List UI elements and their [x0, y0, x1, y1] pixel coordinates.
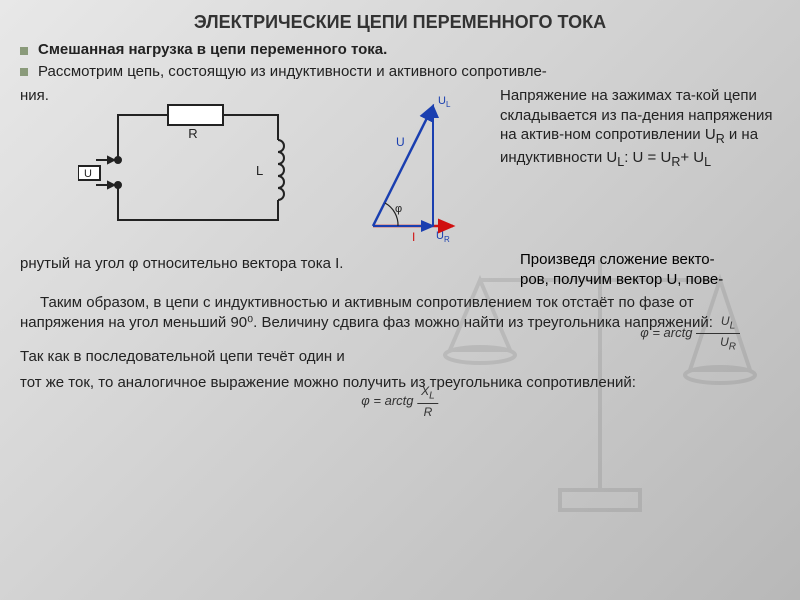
svg-text:U: U	[396, 135, 405, 149]
svg-text:UL: UL	[438, 95, 451, 109]
svg-text:φ: φ	[395, 203, 402, 215]
right-description: Напряжение на зажимах та-кой цепи склады…	[488, 86, 780, 170]
bullet-icon	[20, 47, 28, 55]
svg-text:U: U	[84, 168, 92, 180]
vector-diagram: U UL UR I φ	[358, 86, 488, 246]
formula-resistance: φ = arctg XL R	[361, 383, 438, 420]
intro-cont: ния.	[20, 86, 38, 106]
formula-voltage: φ = arctg UL UR	[620, 313, 740, 354]
svg-text:I: I	[412, 230, 415, 244]
slide-title: ЭЛЕКТРИЧЕСКИЕ ЦЕПИ ПЕРЕМЕННОГО ТОКА	[20, 12, 780, 33]
subtitle: Смешанная нагрузка в цепи переменного то…	[38, 41, 387, 58]
same-current-paragraph: тот же ток, то аналогичное выражение мож…	[20, 373, 780, 393]
svg-text:R: R	[188, 126, 197, 141]
circuit-diagram: R L U	[78, 90, 308, 240]
svg-text:UR: UR	[436, 230, 450, 244]
sum-line: Произведя сложение векто-ров, получим ве…	[520, 250, 740, 289]
svg-text:L: L	[256, 163, 263, 178]
bullet-icon	[20, 68, 28, 76]
intro-text: Рассмотрим цепь, состоящую из индуктивно…	[38, 62, 547, 82]
main-paragraph: Таким образом, в цепи с индуктивностью и…	[20, 293, 780, 334]
